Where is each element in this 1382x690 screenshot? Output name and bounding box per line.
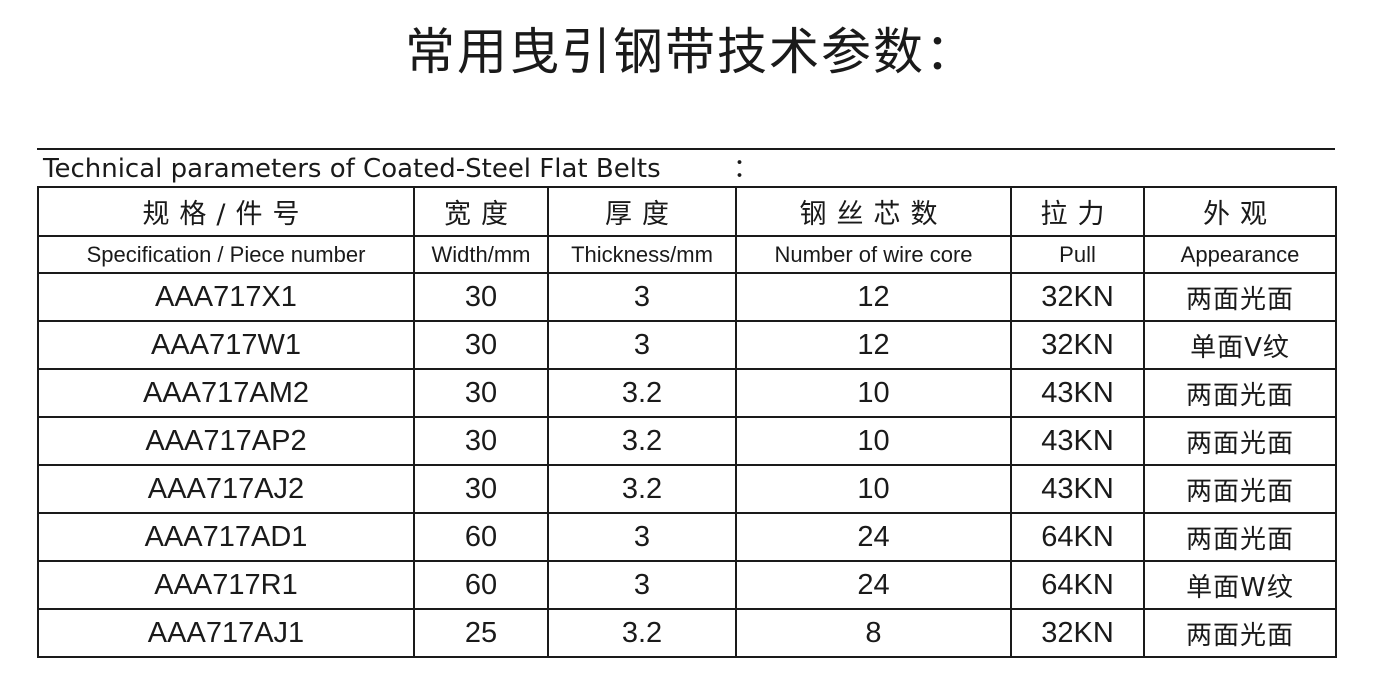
header-row-english: Specification / Piece number Width/mm Th… — [37, 235, 1337, 274]
cell-width: 60 — [413, 560, 549, 610]
table-row: AAA717R1 60 3 24 64KN 单面W纹 — [37, 560, 1337, 610]
header-width-cn: 宽度 — [413, 186, 549, 237]
table-row: AAA717AM2 30 3.2 10 43KN 两面光面 — [37, 368, 1337, 418]
cell-width: 60 — [413, 512, 549, 562]
page-title: 常用曳引钢带技术参数： — [405, 23, 977, 81]
top-rule — [37, 148, 1335, 150]
header-spec-en: Specification / Piece number — [37, 235, 415, 274]
table-row: AAA717X1 30 3 12 32KN 两面光面 — [37, 272, 1337, 322]
cell-pull: 43KN — [1010, 416, 1145, 466]
header-thickness-cn: 厚度 — [547, 186, 737, 237]
cell-pull: 32KN — [1010, 608, 1145, 658]
cell-width: 30 — [413, 464, 549, 514]
cell-wire-core: 10 — [735, 416, 1012, 466]
cell-thickness: 3 — [547, 272, 737, 322]
cell-thickness: 3 — [547, 320, 737, 370]
cell-appearance: 两面光面 — [1143, 464, 1337, 514]
cell-appearance: 两面光面 — [1143, 272, 1337, 322]
cell-spec: AAA717AD1 — [37, 512, 415, 562]
cell-spec: AAA717X1 — [37, 272, 415, 322]
cell-thickness: 3.2 — [547, 416, 737, 466]
cell-spec: AAA717AP2 — [37, 416, 415, 466]
cell-spec: AAA717R1 — [37, 560, 415, 610]
header-pull-cn: 拉力 — [1010, 186, 1145, 237]
cell-spec: AAA717AM2 — [37, 368, 415, 418]
cell-width: 30 — [413, 272, 549, 322]
table-row: AAA717AP2 30 3.2 10 43KN 两面光面 — [37, 416, 1337, 466]
cell-width: 30 — [413, 320, 549, 370]
cell-pull: 64KN — [1010, 560, 1145, 610]
table-caption: Technical parameters of Coated-Steel Fla… — [43, 154, 661, 184]
cell-pull: 32KN — [1010, 320, 1145, 370]
cell-thickness: 3.2 — [547, 464, 737, 514]
cell-wire-core: 24 — [735, 512, 1012, 562]
cell-pull: 43KN — [1010, 464, 1145, 514]
cell-spec: AAA717W1 — [37, 320, 415, 370]
cell-thickness: 3 — [547, 560, 737, 610]
cell-wire-core: 8 — [735, 608, 1012, 658]
cell-appearance: 两面光面 — [1143, 512, 1337, 562]
cell-spec: AAA717AJ2 — [37, 464, 415, 514]
cell-pull: 64KN — [1010, 512, 1145, 562]
cell-thickness: 3 — [547, 512, 737, 562]
cell-appearance: 单面W纹 — [1143, 560, 1337, 610]
table-row: AAA717AJ1 25 3.2 8 32KN 两面光面 — [37, 608, 1337, 658]
parameters-table: 规格/件号 宽度 厚度 钢丝芯数 拉力 外观 Specification / P… — [37, 186, 1337, 658]
cell-pull: 43KN — [1010, 368, 1145, 418]
cell-wire-core: 10 — [735, 368, 1012, 418]
cell-wire-core: 10 — [735, 464, 1012, 514]
cell-width: 30 — [413, 368, 549, 418]
cell-wire-core: 12 — [735, 320, 1012, 370]
header-appearance-en: Appearance — [1143, 235, 1337, 274]
header-thickness-en: Thickness/mm — [547, 235, 737, 274]
cell-appearance: 两面光面 — [1143, 416, 1337, 466]
cell-wire-core: 12 — [735, 272, 1012, 322]
header-wire-core-cn: 钢丝芯数 — [735, 186, 1012, 237]
cell-appearance: 单面V纹 — [1143, 320, 1337, 370]
cell-pull: 32KN — [1010, 272, 1145, 322]
table-row: AAA717W1 30 3 12 32KN 单面V纹 — [37, 320, 1337, 370]
header-wire-core-en: Number of wire core — [735, 235, 1012, 274]
cell-appearance: 两面光面 — [1143, 608, 1337, 658]
header-spec-cn: 规格/件号 — [37, 186, 415, 237]
cell-wire-core: 24 — [735, 560, 1012, 610]
cell-width: 30 — [413, 416, 549, 466]
cell-thickness: 3.2 — [547, 368, 737, 418]
table-caption-colon: ： — [733, 154, 760, 184]
header-row-chinese: 规格/件号 宽度 厚度 钢丝芯数 拉力 外观 — [37, 186, 1337, 237]
header-appearance-cn: 外观 — [1143, 186, 1337, 237]
table-row: AAA717AJ2 30 3.2 10 43KN 两面光面 — [37, 464, 1337, 514]
cell-width: 25 — [413, 608, 549, 658]
header-pull-en: Pull — [1010, 235, 1145, 274]
cell-spec: AAA717AJ1 — [37, 608, 415, 658]
cell-thickness: 3.2 — [547, 608, 737, 658]
header-width-en: Width/mm — [413, 235, 549, 274]
table-row: AAA717AD1 60 3 24 64KN 两面光面 — [37, 512, 1337, 562]
cell-appearance: 两面光面 — [1143, 368, 1337, 418]
